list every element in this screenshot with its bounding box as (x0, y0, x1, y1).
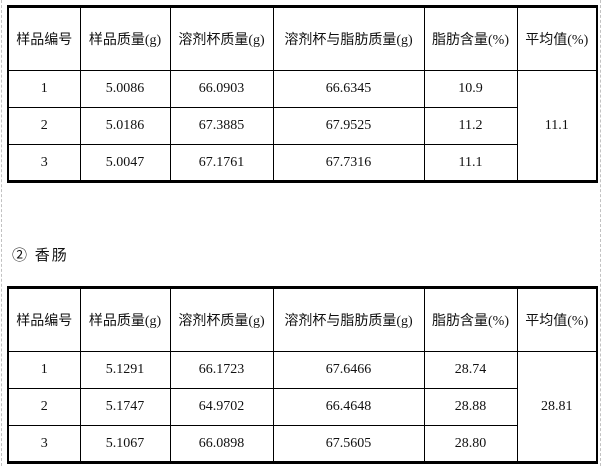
col-header-fat-content: 脂肪含量(%) (423, 6, 518, 71)
table1-row-1: 1 5.0086 66.0903 66.6345 10.9 11.1 (7, 70, 598, 182)
col-header-average: 平均值(%) (516, 287, 598, 352)
fat-content-cell: 11.2 (423, 107, 518, 145)
sample-mass-cell: 5.0047 (79, 144, 171, 182)
solvent-cup-mass-cell: 66.1723 (169, 351, 274, 389)
col-header-solvent-cup-mass: 溶剂杯质量(g) (169, 287, 274, 352)
cup-and-fat-mass-cell: 67.9525 (272, 107, 425, 145)
fat-content-table-2: 样品编号 样品质量(g) 溶剂杯质量(g) 溶剂杯与脂肪质量(g) 脂肪含量(%… (7, 286, 598, 464)
solvent-cup-mass-cell: 67.1761 (169, 144, 274, 182)
sample-no-cell: 2 (7, 107, 81, 145)
page-margin-line-right (600, 0, 601, 466)
col-header-sample-no: 样品编号 (7, 6, 81, 71)
fat-content-table-1: 样品编号 样品质量(g) 溶剂杯质量(g) 溶剂杯与脂肪质量(g) 脂肪含量(%… (7, 5, 598, 183)
sample-no-cell: 3 (7, 144, 81, 182)
col-header-fat-content: 脂肪含量(%) (423, 287, 518, 352)
section-label-sausage: ② 香肠 (12, 248, 69, 264)
table2-row-2: 2 5.1747 64.9702 66.4648 28.88 (7, 388, 597, 426)
sample-mass-cell: 5.1747 (79, 388, 171, 426)
col-header-cup-and-fat-mass: 溶剂杯与脂肪质量(g) (272, 287, 425, 352)
table2-row-1: 1 5.1291 66.1723 67.6466 28.74 28.81 (7, 351, 598, 463)
cup-and-fat-mass-cell: 67.6466 (272, 351, 425, 389)
table1-row-2: 2 5.0186 67.3885 67.9525 11.2 (7, 107, 597, 145)
fat-content-cell: 28.74 (423, 351, 518, 389)
col-header-average: 平均值(%) (516, 6, 598, 71)
col-header-sample-mass: 样品质量(g) (79, 287, 171, 352)
page-margin-line-left (1, 0, 2, 466)
fat-content-cell: 10.9 (423, 70, 518, 108)
table1-header-row: 样品编号 样品质量(g) 溶剂杯质量(g) 溶剂杯与脂肪质量(g) 脂肪含量(%… (7, 6, 598, 71)
col-header-cup-and-fat-mass: 溶剂杯与脂肪质量(g) (272, 6, 425, 71)
cup-and-fat-mass-cell: 67.5605 (272, 425, 425, 463)
col-header-solvent-cup-mass: 溶剂杯质量(g) (169, 6, 274, 71)
cup-and-fat-mass-cell: 66.4648 (272, 388, 425, 426)
sample-mass-cell: 5.0086 (79, 70, 171, 108)
fat-content-cell: 28.88 (423, 388, 518, 426)
table1-row-3: 3 5.0047 67.1761 67.7316 11.1 (7, 144, 597, 182)
solvent-cup-mass-cell: 67.3885 (169, 107, 274, 145)
table2-header-row: 样品编号 样品质量(g) 溶剂杯质量(g) 溶剂杯与脂肪质量(g) 脂肪含量(%… (7, 287, 598, 352)
cup-and-fat-mass-cell: 66.6345 (272, 70, 425, 108)
sample-no-cell: 1 (7, 351, 81, 389)
fat-content-cell: 11.1 (423, 144, 518, 182)
average-cell: 11.1 (516, 70, 598, 182)
solvent-cup-mass-cell: 66.0898 (169, 425, 274, 463)
sample-mass-cell: 5.0186 (79, 107, 171, 145)
sample-mass-cell: 5.1291 (79, 351, 171, 389)
sample-no-cell: 1 (7, 70, 81, 108)
cup-and-fat-mass-cell: 67.7316 (272, 144, 425, 182)
sample-no-cell: 2 (7, 388, 81, 426)
solvent-cup-mass-cell: 64.9702 (169, 388, 274, 426)
col-header-sample-no: 样品编号 (7, 287, 81, 352)
fat-content-cell: 28.80 (423, 425, 518, 463)
table2-row-3: 3 5.1067 66.0898 67.5605 28.80 (7, 425, 597, 463)
sample-mass-cell: 5.1067 (79, 425, 171, 463)
average-cell: 28.81 (516, 351, 598, 463)
solvent-cup-mass-cell: 66.0903 (169, 70, 274, 108)
col-header-sample-mass: 样品质量(g) (79, 6, 171, 71)
sample-no-cell: 3 (7, 425, 81, 463)
